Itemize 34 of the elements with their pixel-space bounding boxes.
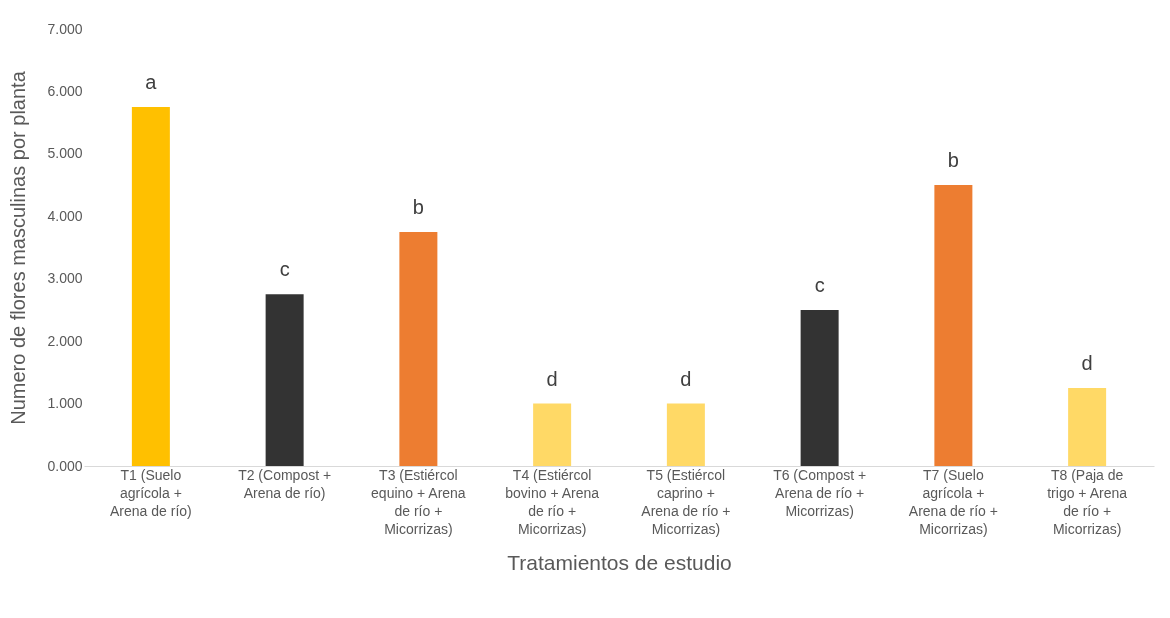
y-tick-label: 5.000	[47, 145, 83, 162]
data-label: d	[546, 367, 558, 390]
x-tick-label: T2 (Compost + Arena de río)	[238, 466, 332, 501]
x-axis-title: Tratamientos de estudio	[507, 550, 732, 574]
y-tick-label: 3.000	[47, 270, 83, 287]
data-label: c	[814, 273, 825, 296]
data-label: b	[412, 195, 424, 218]
y-tick-label: 0.000	[47, 457, 83, 474]
data-label: d	[680, 367, 692, 390]
data-label: d	[1081, 351, 1093, 374]
x-tick-label: T3 (Estiércol equino + Arena de río + Micorrizas)	[371, 466, 466, 537]
bar	[666, 403, 705, 466]
data-label: c	[279, 258, 290, 281]
x-tick-label: T7 (Suelo agrícola + Arena de río + Micorrizas)	[908, 466, 998, 537]
y-tick-label: 4.000	[47, 207, 83, 224]
data-label: a	[145, 71, 158, 94]
bar	[533, 403, 572, 466]
bar	[265, 294, 304, 466]
bar	[1068, 387, 1107, 466]
x-tick-label: T8 (Paja de trigo + Arena de río + Micorrizas)	[1047, 466, 1128, 537]
y-tick-label: 6.000	[47, 82, 83, 99]
bar	[399, 231, 438, 466]
data-label: b	[947, 149, 959, 172]
bar	[934, 185, 973, 466]
bar	[800, 309, 839, 466]
x-tick-label: T5 (Estiércol caprino + Arena de río + Micorrizas)	[641, 466, 731, 537]
x-tick-label: T4 (Estiércol bovino + Arena de río + Micorrizas)	[505, 466, 600, 537]
y-tick-label: 1.000	[47, 395, 83, 412]
y-tick-label: 2.000	[47, 332, 83, 349]
y-tick-label: 7.000	[47, 20, 83, 37]
y-axis-title: Numero de flores masculinas por planta	[7, 70, 30, 425]
x-tick-label: T1 (Suelo agrícola + Arena de río)	[110, 466, 192, 519]
bar	[131, 107, 170, 466]
x-tick-label: T6 (Compost + Arena de río + Micorrizas)	[773, 466, 867, 519]
